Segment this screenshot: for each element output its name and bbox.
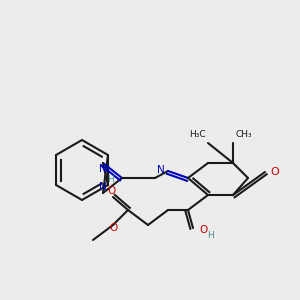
Text: O: O — [199, 225, 207, 235]
Text: O: O — [107, 186, 115, 196]
Text: H: H — [106, 176, 113, 184]
Text: H₃C: H₃C — [189, 130, 206, 139]
Text: N: N — [157, 165, 165, 175]
Text: O: O — [270, 167, 279, 177]
Text: CH₃: CH₃ — [235, 130, 252, 139]
Text: N: N — [99, 182, 107, 192]
Text: N: N — [99, 164, 107, 174]
Text: H: H — [207, 230, 214, 239]
Text: O: O — [110, 223, 118, 233]
